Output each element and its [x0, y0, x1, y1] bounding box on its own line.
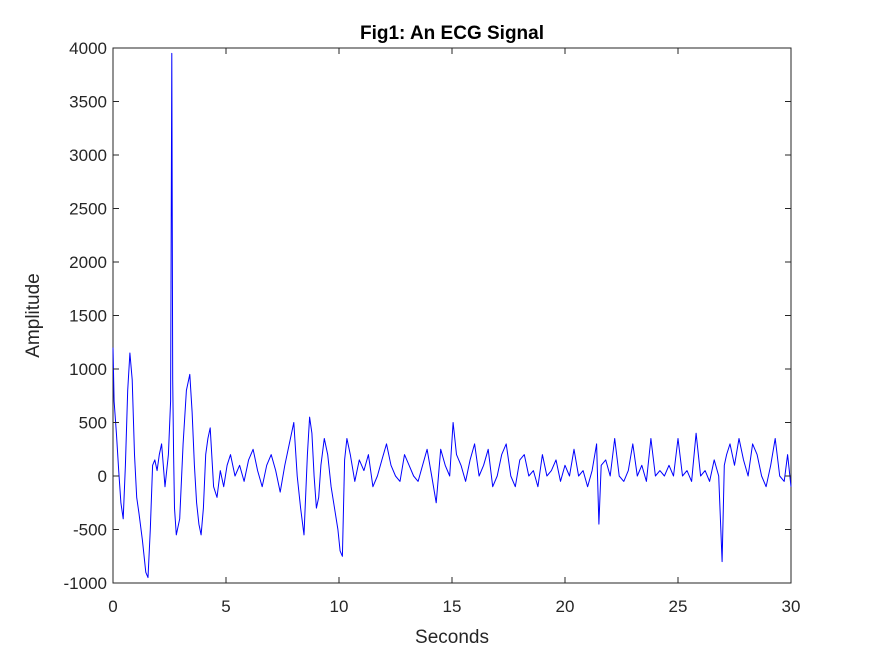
x-tick-label: 25	[669, 597, 688, 616]
y-tick-label: -500	[73, 521, 107, 540]
chart-title: Fig1: An ECG Signal	[360, 23, 544, 44]
x-tick-label: 20	[556, 597, 575, 616]
y-tick-label: 0	[98, 467, 107, 486]
x-axis-label: Seconds	[415, 627, 489, 648]
x-tick-label: 0	[108, 597, 117, 616]
y-tick-label: 4000	[69, 39, 107, 58]
series-layer	[112, 52, 792, 579]
y-tick-label: 2500	[69, 200, 107, 219]
y-tick-label: 3500	[69, 93, 107, 112]
ticks-layer: 0 5 10 15 20 25 30 -1000 -500 0 500 1000 1500 2000 250…	[64, 39, 801, 616]
y-tick-label: 3000	[69, 146, 107, 165]
y-tick-label: 500	[79, 414, 107, 433]
y-tick-label: 2000	[69, 253, 107, 272]
y-tick-label: 1500	[69, 307, 107, 326]
x-tick-label: 15	[443, 597, 462, 616]
y-tick-label: 1000	[69, 360, 107, 379]
x-tick-label: 10	[330, 597, 349, 616]
axes-box	[112, 47, 792, 584]
x-tick-label: 5	[221, 597, 230, 616]
plot-area	[112, 47, 792, 584]
y-axis-label: Amplitude	[23, 273, 44, 358]
x-tick-label: 30	[782, 597, 801, 616]
y-tick-label: -1000	[64, 574, 107, 593]
ecg-signal-line	[112, 52, 792, 579]
